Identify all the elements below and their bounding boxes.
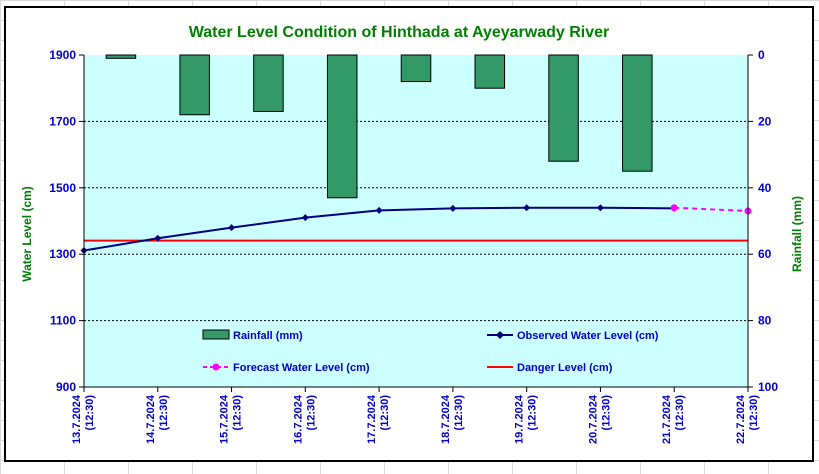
time-label: (12:30) [453,395,465,431]
time-label: (12:30) [305,395,317,431]
time-label: (12:30) [527,395,539,431]
legend-rainfall-label: Rainfall (mm) [233,330,303,342]
date-label: 21.7.2024 [661,394,673,444]
left-tick-labels: 900 1100 1300 1500 1700 1900 [49,48,76,394]
forecast-point [670,204,678,212]
rainfall-bar [548,54,579,162]
date-labels: 13.7.2024 (12:30) 14.7.2024 (12:30) 15.7.202… [71,394,760,444]
right-tick-label: 80 [758,314,772,328]
rainfall-bar [326,54,358,199]
observed-point [301,214,309,222]
rainfall-bar [253,54,284,112]
date-label: 20.7.2024 [587,394,599,444]
time-label: (12:30) [379,395,391,431]
observed-point [523,204,531,212]
date-label: 18.7.2024 [440,394,452,444]
legend-forecast-label: Forecast Water Level (cm) [233,362,370,374]
time-label: (12:30) [232,395,244,431]
time-label: (12:30) [748,395,760,431]
time-label: (12:30) [84,395,96,431]
rainfall-bars [105,54,653,199]
legend-rainfall-swatch [202,329,230,340]
left-tick-label: 1500 [49,181,76,195]
observed-point [375,206,383,214]
left-tick-label: 1300 [49,247,76,261]
time-label: (12:30) [674,395,686,431]
right-tick-label: 60 [758,247,772,261]
date-label: 15.7.2024 [219,394,231,444]
axes [79,54,753,392]
legend-forecast-marker [212,363,220,371]
date-label: 19.7.2024 [514,394,526,444]
rainfall-bar [179,54,210,116]
observed-point [596,204,604,212]
date-label: 14.7.2024 [145,394,157,444]
right-axis-title: Rainfall (mm) [790,196,804,272]
legend-observed-marker [496,331,504,339]
left-tick-label: 900 [56,380,76,394]
forecast-series [670,204,752,215]
legend: Rainfall (mm) Observed Water Level (cm) … [202,329,659,374]
right-tick-label: 100 [758,380,778,394]
date-label: 17.7.2024 [366,394,378,444]
time-label: (12:30) [600,395,612,431]
right-tick-label: 40 [758,181,772,195]
right-tick-label: 0 [758,48,765,62]
legend-observed-label: Observed Water Level (cm) [517,330,659,342]
left-axis-title: Water Level (cm) [20,186,34,282]
rainfall-bar [400,54,432,83]
chart-title: Water Level Condition of Hinthada at Aye… [189,24,610,41]
observed-point [154,234,162,242]
right-tick-labels: 0 20 40 60 80 100 [758,48,778,394]
date-label: 16.7.2024 [292,394,304,444]
left-tick-label: 1100 [50,314,76,328]
forecast-line [674,206,749,213]
rainfall-bar [622,54,653,172]
time-label: (12:30) [158,395,170,431]
rainfall-bar [105,54,137,59]
observed-point [228,224,236,232]
left-tick-label: 1700 [49,114,76,128]
left-tick-label: 1900 [49,48,76,62]
date-label: 22.7.2024 [735,394,747,444]
date-label: 13.7.2024 [71,394,83,444]
rainfall-bar [474,54,506,89]
legend-danger-label: Danger Level (cm) [517,362,613,374]
observed-point [449,204,457,212]
right-tick-label: 20 [758,114,772,128]
